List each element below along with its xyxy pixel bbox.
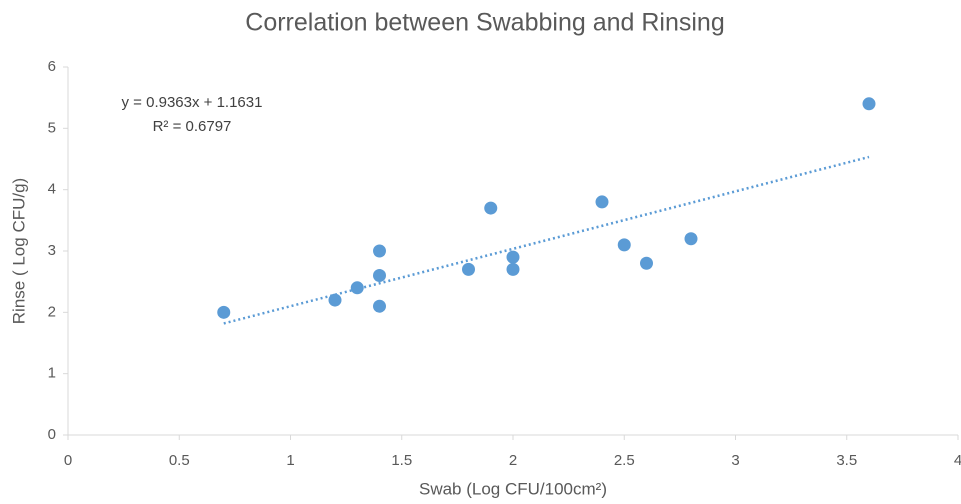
x-tick-label: 1 (286, 452, 294, 469)
scatter-point (462, 262, 475, 276)
scatter-point (217, 305, 231, 319)
y-tick-label: 0 (48, 426, 56, 443)
y-tick-label: 6 (48, 58, 56, 75)
scatter-point (350, 281, 364, 295)
scatter-point (595, 195, 609, 209)
scatter-point (617, 238, 631, 252)
scatter-point (506, 250, 520, 264)
scatter-point (484, 201, 498, 215)
y-tick-label: 5 (48, 119, 56, 136)
y-tick-label: 1 (48, 365, 56, 382)
y-tick-label: 4 (48, 181, 56, 198)
scatter-point (506, 262, 520, 276)
x-tick-label: 4 (954, 452, 961, 469)
y-tick-label: 2 (48, 303, 56, 320)
x-axis-title: Swab (Log CFU/100cm²) (419, 479, 607, 498)
x-tick-label: 0.5 (169, 452, 190, 469)
chart-title: Correlation between Swabbing and Rinsing (245, 9, 724, 37)
scatter-point (684, 232, 698, 246)
trendline-r-squared: R² = 0.6797 (153, 118, 232, 135)
scatter-point (328, 293, 342, 307)
scatter-point (373, 269, 386, 283)
x-tick-label: 2 (509, 452, 517, 469)
x-tick-label: 3.5 (836, 452, 857, 469)
scatter-point (373, 299, 386, 313)
trendline-equation: y = 0.9363x + 1.1631 (122, 94, 263, 111)
x-tick-label: 1.5 (391, 452, 412, 469)
scatter-point (862, 97, 876, 111)
y-axis-title: Rinse ( Log CFU/g) (9, 178, 28, 324)
scatter-point (640, 256, 653, 270)
x-tick-label: 2.5 (614, 452, 635, 469)
y-tick-label: 3 (48, 242, 56, 259)
x-tick-label: 3 (731, 452, 739, 469)
x-tick-label: 0 (64, 452, 72, 469)
scatter-point (373, 244, 386, 258)
trendline (223, 155, 870, 325)
